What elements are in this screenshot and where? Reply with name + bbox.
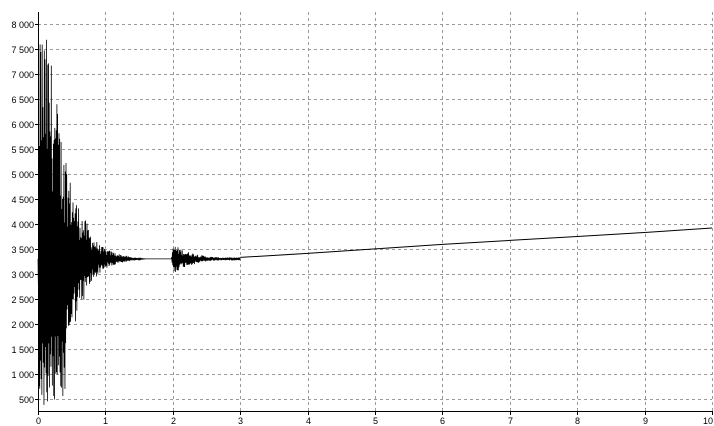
y-tick-label: 5 500: [11, 145, 34, 155]
signal-trend-line: [240, 227, 713, 258]
x-tick-label: 10: [703, 416, 713, 426]
x-tick-label: 5: [373, 416, 378, 426]
y-tick-label: 5 000: [11, 170, 34, 180]
y-tick-label: 1 500: [11, 345, 34, 355]
x-tick-label: 1: [103, 416, 108, 426]
y-tick-label: 4 000: [11, 220, 34, 230]
series-layer: [37, 39, 713, 405]
grid-layer: [38, 12, 713, 411]
y-tick-label: 2 000: [11, 320, 34, 330]
axes-layer: [35, 12, 713, 415]
x-tick-label: 4: [306, 416, 311, 426]
y-tick-label: 3 000: [11, 270, 34, 280]
y-tick-label: 2 500: [11, 295, 34, 305]
x-tick-label: 6: [440, 416, 445, 426]
y-tick-label: 1 000: [11, 370, 34, 380]
y-tick-label: 8 000: [11, 20, 34, 30]
y-tick-label: 7 500: [11, 45, 34, 55]
y-tick-label: 3 500: [11, 245, 34, 255]
y-tick-label: 6 000: [11, 120, 34, 130]
y-tick-label: 7 000: [11, 70, 34, 80]
tick-labels-layer: 500 1 000 1 500 2 000 2 500 3 000 3 500 4 000 4 …: [11, 20, 713, 426]
y-tick-label: 4 500: [11, 195, 34, 205]
y-tick-label: 500: [19, 395, 34, 405]
x-tick-label: 3: [238, 416, 243, 426]
x-tick-label: 8: [575, 416, 580, 426]
x-tick-label: 9: [643, 416, 648, 426]
signal-oscillation-line: [37, 39, 241, 405]
x-tick-label: 7: [508, 416, 513, 426]
x-tick-label: 2: [171, 416, 176, 426]
x-tick-label: 0: [36, 416, 41, 426]
y-tick-label: 6 500: [11, 95, 34, 105]
